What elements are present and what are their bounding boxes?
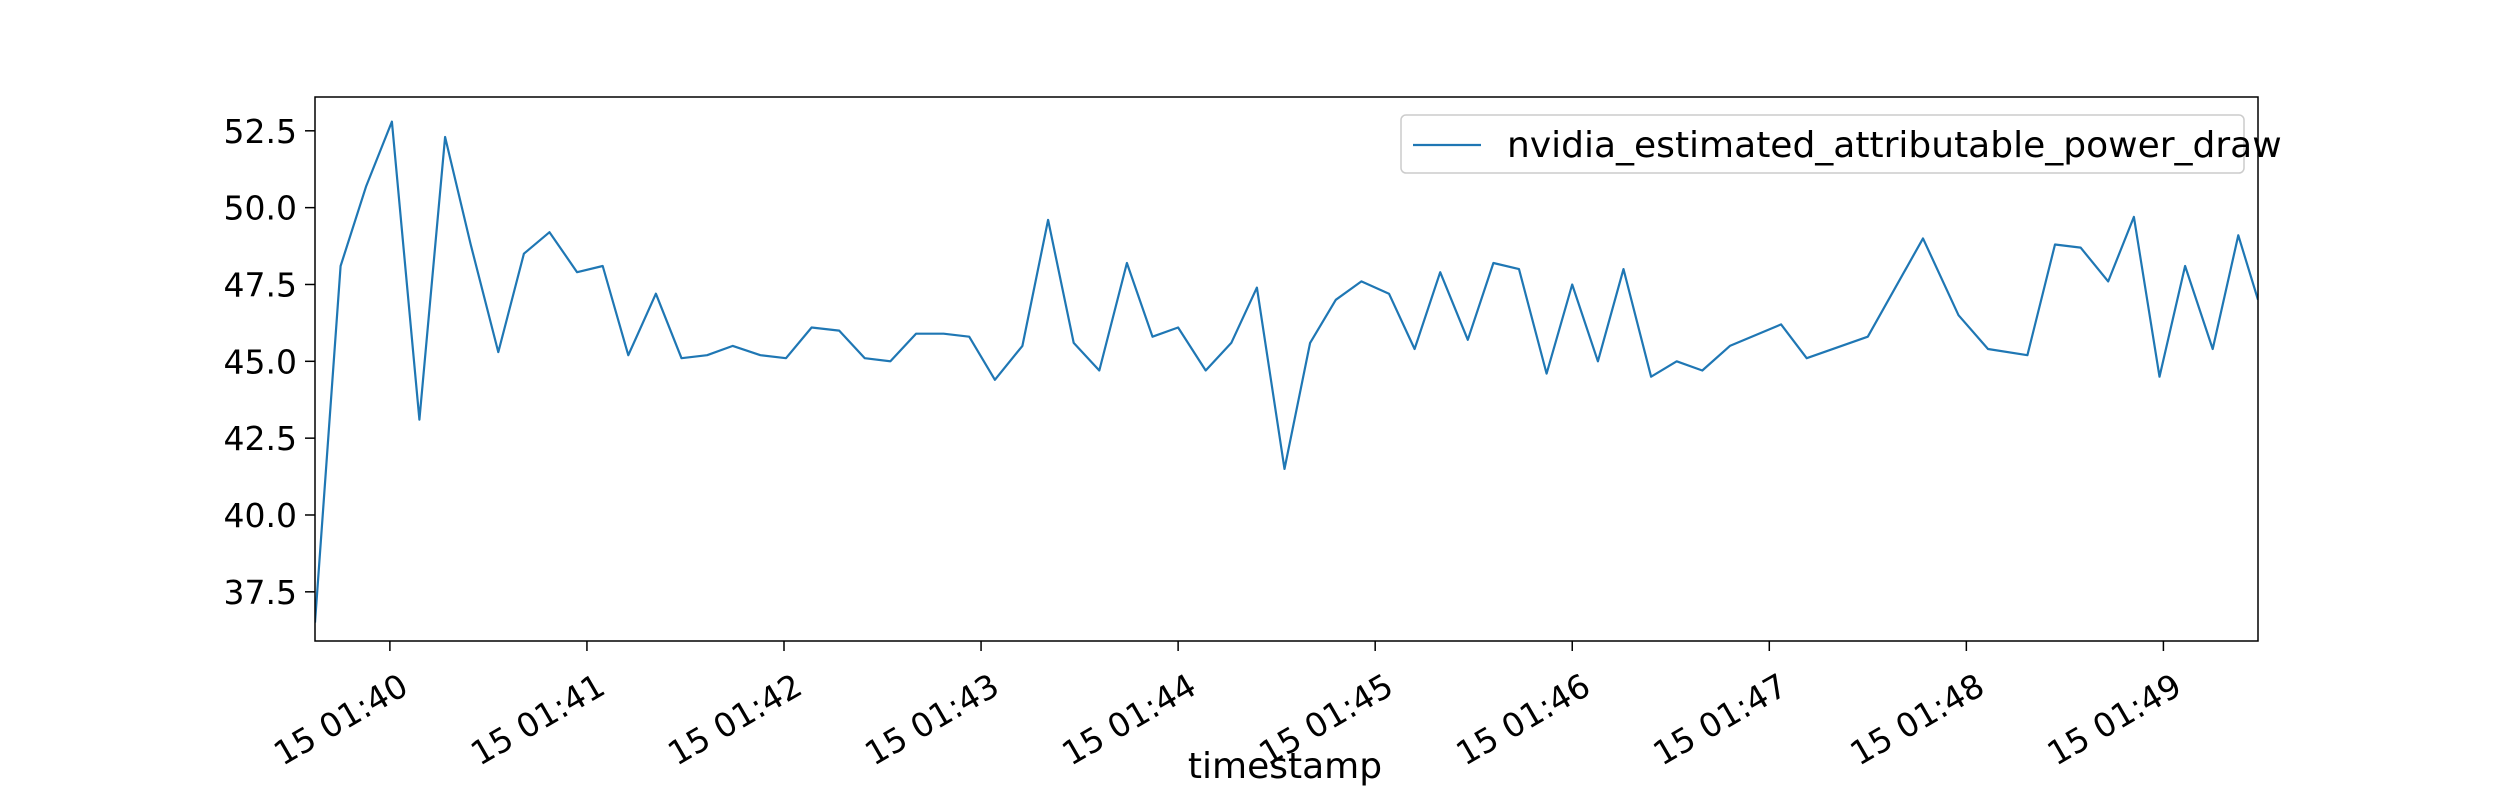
legend-entry-label: nvidia_estimated_attributable_power_draw: [1507, 125, 2282, 166]
x-tick-label: 15 01:48: [1843, 666, 1990, 774]
y-tick-label: 52.5: [224, 112, 297, 151]
y-tick-label: 37.5: [224, 573, 297, 612]
y-tick-label: 50.0: [224, 189, 297, 228]
y-tick-label: 42.5: [224, 419, 297, 458]
legend: nvidia_estimated_attributable_power_draw: [1400, 114, 2282, 174]
x-tick-label: 15 01:40: [267, 666, 414, 774]
x-tick-label: 15 01:42: [661, 666, 808, 774]
x-tick-label: 15 01:49: [2040, 666, 2187, 774]
x-tick-label: 15 01:43: [858, 666, 1005, 774]
y-tick-label: 40.0: [224, 496, 297, 535]
y-tick-label: 45.0: [224, 342, 297, 381]
y-axis-ticks: 37.5 40.0 42.5 45.0 47.5 50.0 52.5: [224, 112, 315, 612]
x-tick-label: 15 01:44: [1055, 666, 1202, 774]
series-layer: [315, 120, 2258, 623]
x-tick-label: 15 01:47: [1646, 666, 1793, 774]
x-axis-label: timestamp: [1188, 746, 1382, 787]
series-line-0: [315, 120, 2258, 623]
y-tick-label: 47.5: [224, 265, 297, 304]
x-tick-label: 15 01:41: [464, 666, 611, 774]
plot-frame: [314, 96, 2259, 642]
legend-box: [1400, 114, 2245, 174]
x-tick-label: 15 01:46: [1449, 666, 1596, 774]
